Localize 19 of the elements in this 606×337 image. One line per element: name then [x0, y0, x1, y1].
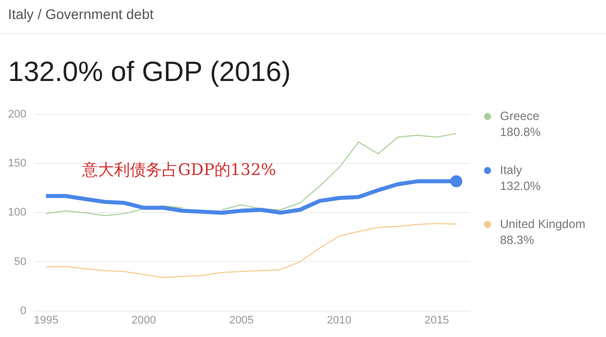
legend-label: Greece — [500, 108, 540, 124]
chart-title: 132.0% of GDP (2016) — [8, 56, 291, 88]
annotation: 意大利债务占GDP的132% — [82, 160, 276, 181]
chart-subtitle: Italy / Government debt — [8, 6, 154, 22]
y-tick-label: 50 — [14, 256, 26, 268]
text: 88.3% — [500, 232, 536, 248]
x-tick-label: 1995 — [34, 314, 58, 326]
x-tick-label: 2005 — [229, 314, 254, 326]
y-tick-label: 0 — [20, 304, 26, 317]
legend-label: Italy — [500, 162, 524, 178]
text: 132.0% — [500, 178, 542, 194]
x-tick-label: 2010 — [326, 314, 352, 326]
legend-label: United Kingdom — [500, 216, 586, 232]
x-tick-label: 2015 — [424, 314, 450, 326]
text: 180.8% — [500, 124, 542, 140]
x-tick-label: 2000 — [132, 314, 156, 326]
y-tick-label: 150 — [8, 158, 26, 170]
y-tick-label: 200 — [8, 108, 26, 121]
y-tick-label: 100 — [8, 206, 26, 219]
